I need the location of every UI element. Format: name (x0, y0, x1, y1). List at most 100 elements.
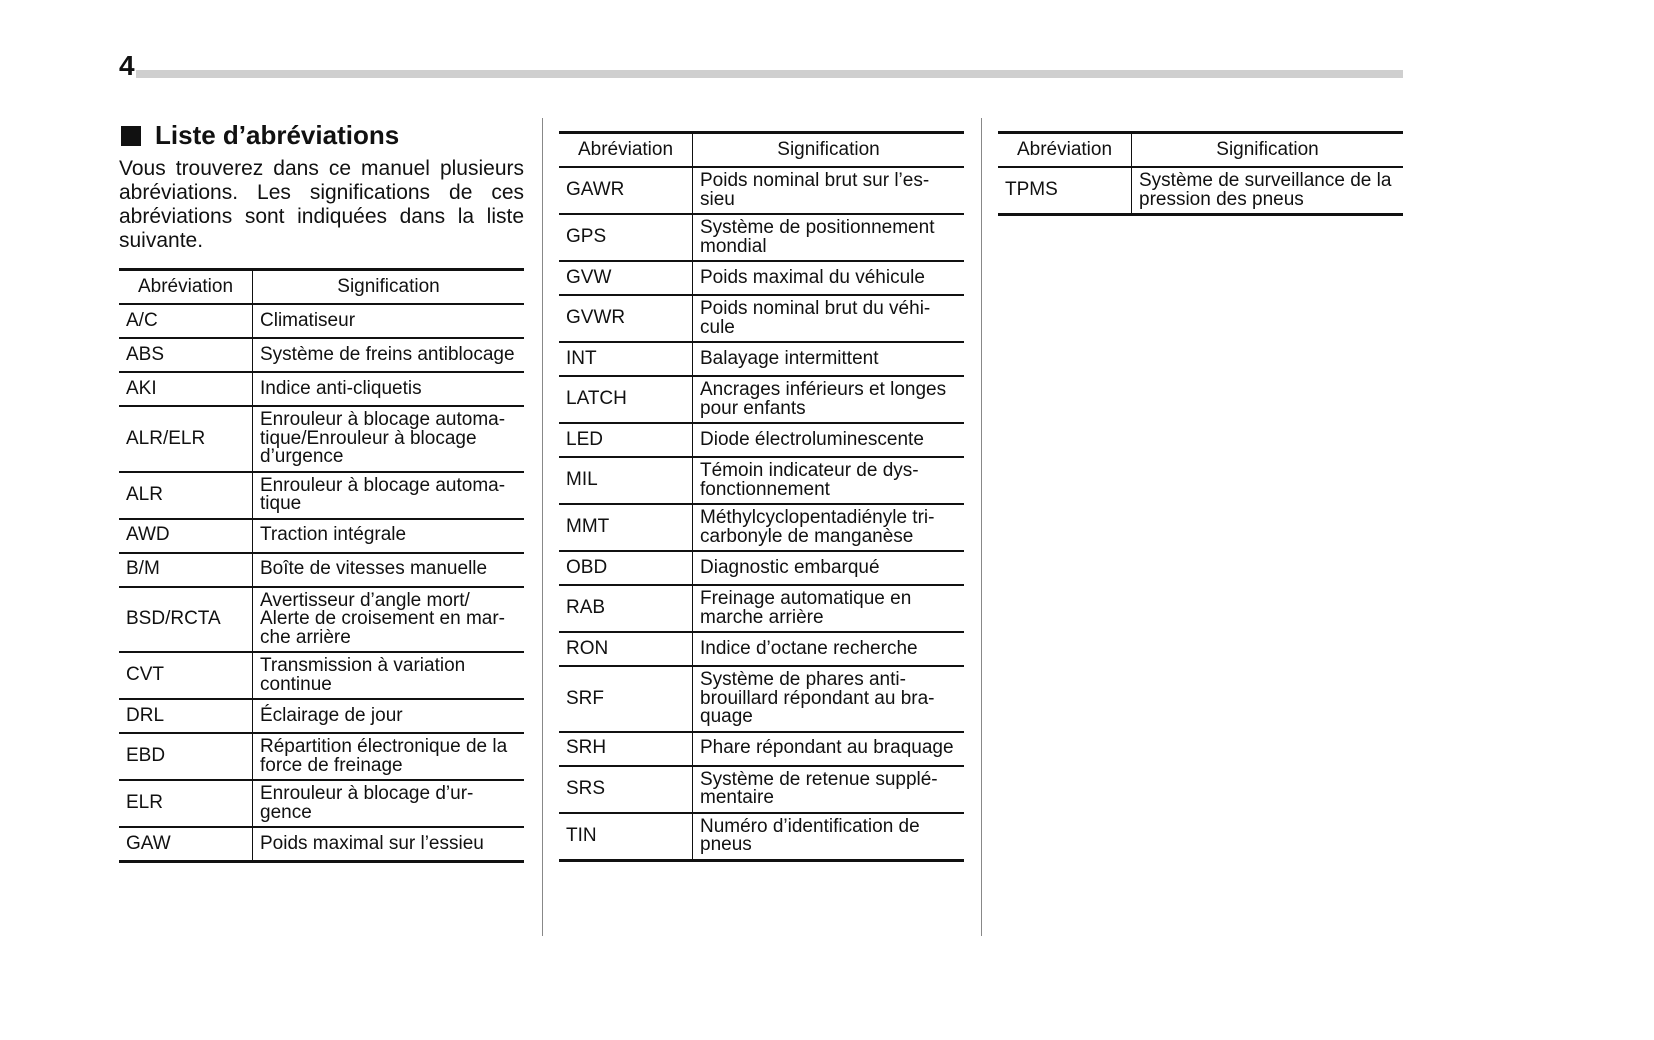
table-row: LED Diode électroluminescente (559, 423, 964, 458)
meaning-cell: Système de freins antiblocage (252, 338, 524, 373)
table-row: A/C Climatiseur (119, 304, 524, 339)
meaning-cell: Éclairage de jour (252, 699, 524, 734)
table-row: ALR Enrouleur à blocage automa- tique (119, 471, 524, 520)
abbreviation-table-1: Abréviation Signification A/C Climatiseur AB… (119, 268, 524, 863)
meaning-cell: Enrouleur à blocage automa- tique (252, 471, 524, 520)
table-row: INT Balayage intermittent (559, 342, 964, 377)
abbreviation-cell: OBD (559, 551, 693, 586)
table-row: SRH Phare répondant au braquage (559, 731, 964, 767)
abbreviation-cell: ELR (119, 780, 253, 828)
meaning-cell: Système de positionnement mondial (692, 214, 964, 262)
page-number: 4 (119, 50, 135, 81)
meaning-cell: Phare répondant au braquage (692, 731, 964, 767)
abbreviation-cell: SRF (559, 666, 693, 733)
header-meaning: Signification (252, 268, 524, 305)
table-row: GAW Poids maximal sur l’essieu (119, 827, 524, 863)
meaning-cell: Poids nominal brut du véhi- cule (692, 295, 964, 343)
meaning-cell: Transmission à variation continue (252, 652, 524, 700)
table-row: BSD/RCTA Avertisseur d’angle mort/ Alerte… (119, 586, 524, 653)
table-row: TIN Numéro d’identification de pneus (559, 812, 964, 862)
table-row: TPMS Système de surveillance de la pressi… (998, 167, 1403, 216)
abbreviation-cell: LATCH (559, 376, 693, 424)
meaning-cell: Poids maximal du véhicule (692, 261, 964, 296)
table-row: GVW Poids maximal du véhicule (559, 261, 964, 296)
meaning-cell: Freinage automatique en marche arrière (692, 585, 964, 633)
table-row: MMT Méthylcyclopentadiényle tri- carbonyl… (559, 504, 964, 552)
table-row: GVWR Poids nominal brut du véhi- cule (559, 295, 964, 343)
table-row: OBD Diagnostic embarqué (559, 551, 964, 586)
meaning-cell: Balayage intermittent (692, 342, 964, 377)
table-row: RON Indice d’octane recherche (559, 632, 964, 667)
table-row: B/M Boîte de vitesses manuelle (119, 552, 524, 588)
abbreviation-cell: B/M (119, 552, 253, 588)
table-row: GPS Système de positionnement mondial (559, 214, 964, 262)
meaning-cell: Enrouleur à blocage d’ur- gence (252, 780, 524, 828)
abbreviation-cell: ALR (119, 471, 253, 520)
abbreviation-cell: INT (559, 342, 693, 377)
abbreviation-table-2: Abréviation Signification GAWR Poids nomina… (559, 131, 964, 862)
table-row: ELR Enrouleur à blocage d’ur- gence (119, 780, 524, 828)
meaning-cell: Numéro d’identification de pneus (692, 812, 964, 862)
header-meaning: Signification (1131, 131, 1403, 168)
table-row: SRS Système de retenue supplé- mentaire (559, 765, 964, 814)
abbreviation-cell: TPMS (998, 167, 1132, 216)
abbreviation-cell: GVW (559, 261, 693, 296)
table-row: RAB Freinage automatique en marche arrièr… (559, 585, 964, 633)
abbreviation-cell: DRL (119, 699, 253, 734)
meaning-cell: Avertisseur d’angle mort/ Alerte de croi… (252, 586, 524, 653)
abbreviation-cell: AWD (119, 518, 253, 554)
meaning-cell: Enrouleur à blocage automa- tique/Enroul… (252, 406, 524, 473)
meaning-cell: Indice d’octane recherche (692, 632, 964, 667)
abbreviation-cell: CVT (119, 652, 253, 700)
abbreviation-cell: MMT (559, 504, 693, 552)
meaning-cell: Système de surveillance de la pression d… (1131, 167, 1403, 216)
table-row: SRF Système de phares anti- brouillard ré… (559, 666, 964, 733)
meaning-cell: Méthylcyclopentadiényle tri- carbonyle d… (692, 504, 964, 552)
column-divider (981, 118, 982, 936)
abbreviation-cell: A/C (119, 304, 253, 339)
abbreviation-cell: BSD/RCTA (119, 586, 253, 653)
meaning-cell: Poids nominal brut sur l’es- sieu (692, 167, 964, 215)
meaning-cell: Climatiseur (252, 304, 524, 339)
header-abbreviation: Abréviation (119, 268, 253, 305)
table-row: MIL Témoin indicateur de dys- fonctionnem… (559, 457, 964, 505)
table-row: AWD Traction intégrale (119, 518, 524, 554)
abbreviation-cell: GAW (119, 827, 253, 863)
table-row: DRL Éclairage de jour (119, 699, 524, 734)
abbreviation-table-3: Abréviation Signification TPMS Système de s… (998, 131, 1403, 216)
meaning-cell: Système de retenue supplé- mentaire (692, 765, 964, 814)
abbreviation-cell: LED (559, 423, 693, 458)
abbreviation-cell: AKI (119, 372, 253, 407)
table-row: EBD Répartition électronique de la force … (119, 733, 524, 781)
section-title: Liste d’abréviations (121, 120, 399, 151)
meaning-cell: Diagnostic embarqué (692, 551, 964, 586)
abbreviation-cell: ALR/ELR (119, 406, 253, 473)
intro-paragraph: Vous trouverez dans ce manuel plusieurs … (119, 157, 524, 252)
abbreviation-cell: GVWR (559, 295, 693, 343)
table-header-row: Abréviation Signification (998, 131, 1403, 168)
header-meaning: Signification (692, 131, 964, 168)
abbreviation-cell: MIL (559, 457, 693, 505)
abbreviation-cell: ABS (119, 338, 253, 373)
header-abbreviation: Abréviation (998, 131, 1132, 168)
table-row: CVT Transmission à variation continue (119, 652, 524, 700)
abbreviation-cell: GPS (559, 214, 693, 262)
meaning-cell: Ancrages inférieurs et longes pour enfan… (692, 376, 964, 424)
table-row: ABS Système de freins antiblocage (119, 338, 524, 373)
header-rule (136, 70, 1403, 78)
meaning-cell: Répartition électronique de la force de … (252, 733, 524, 781)
meaning-cell: Témoin indicateur de dys- fonctionnement (692, 457, 964, 505)
abbreviation-cell: RAB (559, 585, 693, 633)
meaning-cell: Traction intégrale (252, 518, 524, 554)
meaning-cell: Système de phares anti- brouillard répon… (692, 666, 964, 733)
section-title-text: Liste d’abréviations (155, 120, 400, 150)
abbreviation-cell: GAWR (559, 167, 693, 215)
abbreviation-cell: SRH (559, 731, 693, 767)
table-row: GAWR Poids nominal brut sur l’es- sieu (559, 167, 964, 215)
header-abbreviation: Abréviation (559, 131, 693, 168)
abbreviation-cell: SRS (559, 765, 693, 814)
table-row: LATCH Ancrages inférieurs et longes pour … (559, 376, 964, 424)
table-header-row: Abréviation Signification (559, 131, 964, 168)
meaning-cell: Indice anti-cliquetis (252, 372, 524, 407)
square-bullet-icon (121, 125, 141, 146)
